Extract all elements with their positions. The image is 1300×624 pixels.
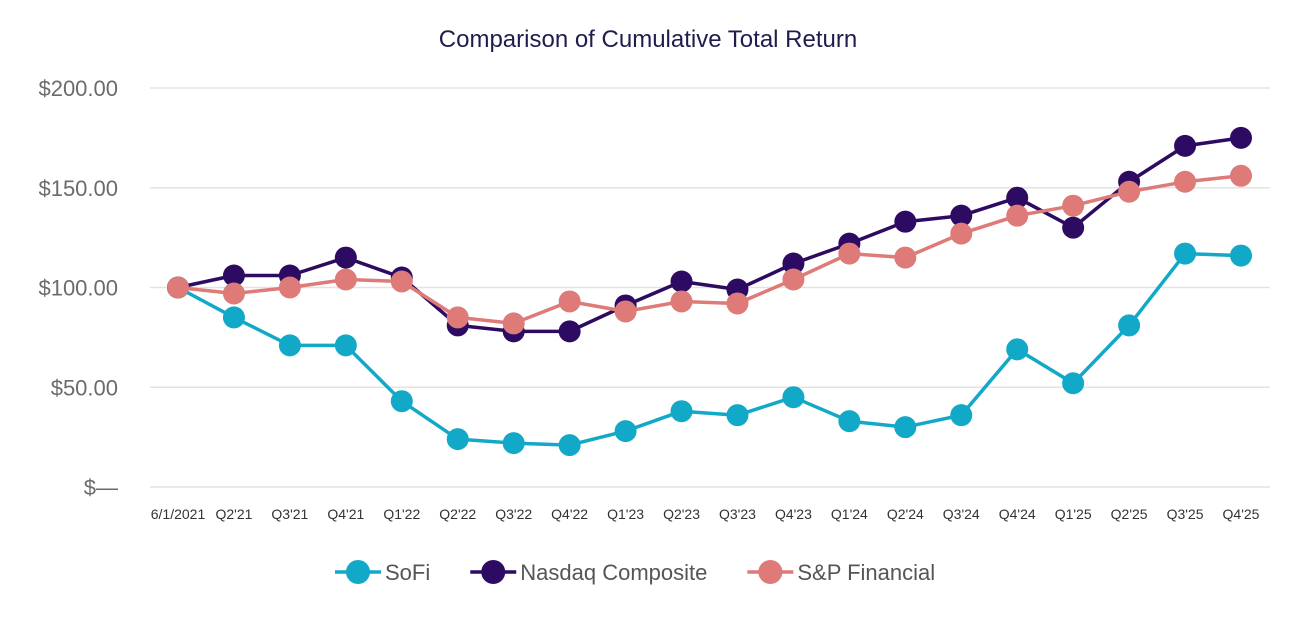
- series: [167, 126, 1252, 457]
- data-point-sofi: [894, 416, 917, 439]
- data-point-s-p-financial: [614, 300, 637, 323]
- data-point-s-p-financial: [334, 268, 357, 291]
- data-point-sofi: [446, 428, 469, 451]
- legend-label: SoFi: [385, 560, 430, 585]
- x-tick-label: Q4'24: [999, 506, 1036, 522]
- data-point-s-p-financial: [558, 290, 581, 313]
- legend-label: Nasdaq Composite: [520, 560, 707, 585]
- data-point-sofi: [502, 432, 525, 455]
- x-tick-label: Q2'23: [663, 506, 700, 522]
- data-point-s-p-financial: [167, 276, 189, 299]
- data-point-s-p-financial: [726, 292, 749, 315]
- legend-swatch-marker: [758, 560, 783, 584]
- x-axis-ticks: 6/1/2021 Q2'21 Q3'21 Q4'21 Q1'22 Q2'22 Q3'22 Q4…: [151, 506, 1260, 522]
- x-tick-label: Q2'21: [215, 506, 252, 522]
- data-point-s-p-financial: [1230, 164, 1252, 187]
- data-point-s-p-financial: [1118, 180, 1141, 203]
- x-tick-label: Q4'23: [775, 506, 812, 522]
- legend: SoFi Nasdaq Composite S&P Financial: [335, 560, 935, 585]
- data-point-s-p-financial: [670, 290, 693, 313]
- data-point-sofi: [726, 404, 749, 427]
- series-sofi: [167, 242, 1252, 457]
- x-tick-label: Q4'21: [327, 506, 364, 522]
- x-tick-label: Q3'24: [943, 506, 980, 522]
- series-line-s-p-financial: [177, 174, 1242, 326]
- x-tick-label: Q1'25: [1055, 506, 1092, 522]
- data-point-sofi: [222, 306, 245, 329]
- x-tick-label: Q2'25: [1111, 506, 1148, 522]
- data-point-s-p-financial: [446, 306, 469, 329]
- x-tick-label: Q3'23: [719, 506, 756, 522]
- data-point-nasdaq-composite: [670, 270, 693, 293]
- data-point-s-p-financial: [894, 246, 917, 269]
- legend-swatch-marker: [346, 560, 370, 584]
- data-point-sofi: [614, 420, 637, 443]
- data-point-nasdaq-composite: [1062, 216, 1085, 239]
- legend-item-s-p-financial: S&P Financial: [747, 560, 935, 585]
- x-tick-label: Q2'24: [887, 506, 924, 522]
- data-point-sofi: [1062, 372, 1085, 395]
- chart-title: Comparison of Cumulative Total Return: [439, 26, 857, 53]
- x-tick-label: Q1'24: [831, 506, 868, 522]
- data-point-sofi: [390, 390, 413, 413]
- data-point-sofi: [334, 334, 357, 357]
- x-tick-label: Q4'25: [1223, 506, 1260, 522]
- data-point-s-p-financial: [1062, 194, 1085, 217]
- series-s-p-financial: [167, 164, 1252, 335]
- data-point-sofi: [278, 334, 301, 357]
- legend-item-sofi: SoFi: [335, 560, 430, 585]
- data-point-sofi: [558, 434, 581, 457]
- x-tick-label: Q2'22: [439, 506, 476, 522]
- data-point-sofi: [1118, 314, 1141, 337]
- x-tick-label: Q1'23: [607, 506, 644, 522]
- x-tick-label: Q3'21: [271, 506, 308, 522]
- legend-swatch-marker: [481, 560, 506, 584]
- y-tick-label: $50.00: [51, 375, 118, 400]
- data-point-s-p-financial: [390, 270, 413, 293]
- y-tick-label: $200.00: [38, 76, 118, 101]
- data-point-nasdaq-composite: [894, 210, 917, 233]
- x-tick-label: Q1'22: [383, 506, 420, 522]
- x-tick-label: 6/1/2021: [151, 506, 206, 522]
- series-nasdaq-composite: [167, 126, 1252, 343]
- y-tick-label: $100.00: [38, 276, 118, 301]
- data-point-nasdaq-composite: [1006, 186, 1029, 209]
- data-point-sofi: [670, 400, 693, 423]
- data-point-s-p-financial: [222, 282, 245, 305]
- data-point-nasdaq-composite: [334, 246, 357, 269]
- x-tick-label: Q3'22: [495, 506, 532, 522]
- data-point-nasdaq-composite: [222, 264, 245, 287]
- data-point-s-p-financial: [1006, 204, 1029, 227]
- data-point-sofi: [1006, 338, 1029, 361]
- data-point-nasdaq-composite: [558, 320, 581, 343]
- y-tick-label: $—: [84, 475, 118, 500]
- data-point-nasdaq-composite: [950, 204, 973, 227]
- data-point-s-p-financial: [782, 268, 805, 291]
- data-point-s-p-financial: [950, 222, 973, 245]
- data-point-sofi: [782, 386, 805, 409]
- legend-item-nasdaq-composite: Nasdaq Composite: [470, 560, 707, 585]
- y-axis-ticks: $200.00 $150.00 $100.00 $50.00 $—: [38, 76, 118, 500]
- data-point-s-p-financial: [838, 242, 861, 265]
- data-point-nasdaq-composite: [1230, 126, 1252, 149]
- data-point-nasdaq-composite: [1174, 134, 1197, 157]
- x-tick-label: Q4'22: [551, 506, 588, 522]
- data-point-sofi: [1230, 244, 1252, 267]
- grid: [150, 87, 1270, 488]
- data-point-s-p-financial: [502, 312, 525, 335]
- y-tick-label: $150.00: [38, 176, 118, 201]
- data-point-s-p-financial: [1174, 170, 1197, 193]
- data-point-nasdaq-composite: [782, 252, 805, 275]
- data-point-sofi: [838, 410, 861, 433]
- data-point-s-p-financial: [278, 276, 301, 299]
- data-point-sofi: [1174, 242, 1197, 265]
- data-point-sofi: [950, 404, 973, 427]
- x-tick-label: Q3'25: [1167, 506, 1204, 522]
- legend-label: S&P Financial: [797, 560, 935, 585]
